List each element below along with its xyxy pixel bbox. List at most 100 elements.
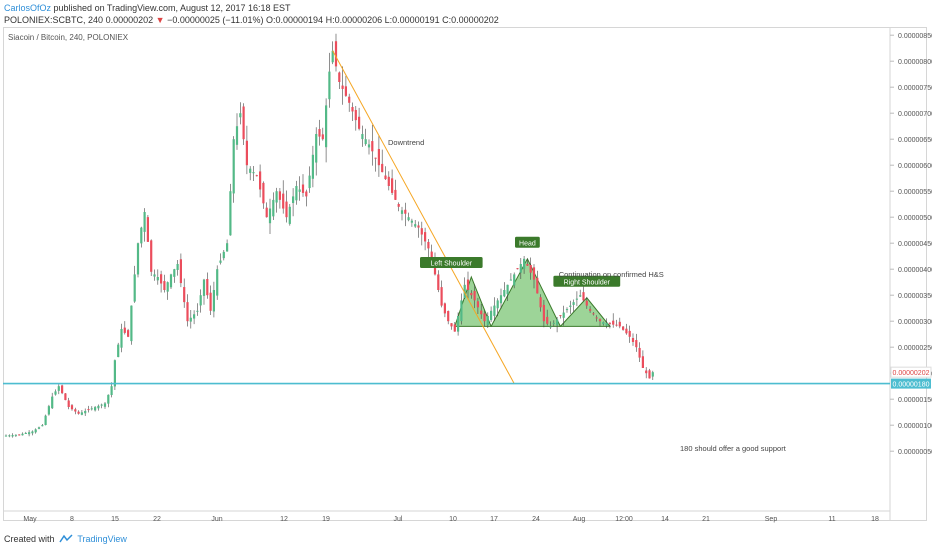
candle-body (473, 290, 476, 301)
candle-body (219, 260, 222, 263)
price-tick-label: 0.00000600 (898, 163, 932, 170)
candle-body (612, 320, 615, 325)
candle-body (285, 201, 288, 218)
current-price-tag (890, 366, 932, 378)
candle-body (516, 268, 519, 270)
pattern-label: Head (519, 240, 536, 247)
candle-body (509, 279, 512, 281)
candle-body (526, 263, 529, 266)
downtrend-line (332, 50, 515, 384)
candle-body (301, 184, 305, 193)
candle-body (387, 176, 390, 186)
candle-body (433, 261, 437, 275)
candle-body (259, 171, 262, 190)
candle-body (348, 96, 351, 103)
candle-body (110, 386, 113, 396)
candle-body (77, 411, 80, 414)
candle-body (18, 434, 21, 436)
candle-body (625, 328, 628, 334)
candle-body (249, 168, 252, 173)
tradingview-logo-icon (59, 534, 73, 543)
candle-body (585, 300, 588, 306)
candle-body (427, 241, 430, 249)
candle-body (437, 274, 440, 290)
candle-body (120, 329, 123, 348)
candle-body (242, 106, 245, 140)
candle-body (268, 208, 272, 224)
candle-body (549, 326, 552, 328)
right-shoulder-triangle (559, 297, 611, 327)
price-tick-label: 0.00000150 (898, 397, 932, 404)
candle-body (64, 393, 67, 401)
candle-body (298, 189, 301, 192)
candle-body (117, 344, 120, 358)
candle-body (532, 267, 536, 280)
candle-body (328, 71, 331, 100)
candle-body (163, 281, 166, 290)
candle-body (605, 322, 608, 326)
candle-body (160, 274, 163, 284)
overlays: Downtrend Left Shoulder Head Right Shoulder… (3, 50, 932, 453)
time-tick-label: Sep (765, 516, 778, 523)
candle-body (136, 243, 140, 275)
candles (4, 33, 654, 438)
continuation-note: Continuation on confirmed H&S (559, 270, 664, 279)
support-price-tag (891, 378, 931, 389)
candle-body (11, 435, 14, 437)
candle-body (354, 109, 357, 121)
candle-body (651, 372, 654, 377)
candle-body (499, 295, 503, 304)
candle-body (424, 232, 427, 242)
candle-body (202, 279, 206, 296)
candle-body (70, 405, 74, 410)
candle-body (272, 199, 275, 217)
head-triangle (490, 257, 562, 327)
candle-body (21, 433, 24, 436)
author-link[interactable]: CarlosOfOz (4, 3, 52, 13)
candle-body (183, 287, 186, 303)
candle-body (275, 191, 278, 203)
candle-body (28, 432, 31, 435)
price-tick-label: 0.00000500 (898, 215, 932, 222)
candle-body (447, 310, 450, 322)
candle-body (579, 295, 582, 297)
price-tick-label: 0.00000400 (898, 267, 932, 274)
candle-body (536, 277, 539, 294)
time-tick-label: May (23, 516, 37, 523)
candle-body (410, 220, 413, 223)
candle-body (344, 86, 347, 96)
candle-body (226, 243, 229, 252)
time-tick-label: 17 (490, 516, 498, 523)
candle-body (414, 224, 417, 227)
candle-body (107, 394, 110, 404)
candle-body (262, 182, 265, 204)
candle-body (618, 321, 621, 327)
pattern-label: Right Shoulder (564, 279, 611, 286)
chart-area[interactable] (3, 27, 927, 521)
price-tick-label: 0.00000850 (898, 33, 932, 40)
time-tick-label: 19 (322, 516, 330, 523)
time-tick-label: 11 (828, 516, 835, 523)
candle-body (480, 310, 483, 315)
candle-body (615, 324, 618, 326)
candle-body (374, 157, 377, 159)
candle-body (397, 203, 400, 207)
candle-body (31, 431, 34, 434)
price-tick-label: 0.00000800 (898, 59, 932, 66)
last-price: 0.00000202 (105, 15, 154, 25)
candle-body (483, 313, 486, 322)
candle-body (513, 274, 516, 286)
candle-body (14, 434, 17, 436)
candle-body (466, 279, 470, 290)
candle-body (628, 330, 631, 337)
candle-body (325, 105, 328, 148)
time-axis: May 8 15 22 Jun 12 19 Jul 10 17 24 Aug 12:00 14 21 Sep 1… (23, 516, 879, 523)
tradingview-link[interactable]: TradingView (77, 534, 127, 544)
candle-body (133, 274, 136, 302)
candle-body (569, 305, 572, 307)
candle-body (130, 305, 133, 342)
candle-body (523, 258, 526, 269)
time-tick-label: 18 (871, 516, 879, 523)
candle-body (315, 134, 318, 163)
